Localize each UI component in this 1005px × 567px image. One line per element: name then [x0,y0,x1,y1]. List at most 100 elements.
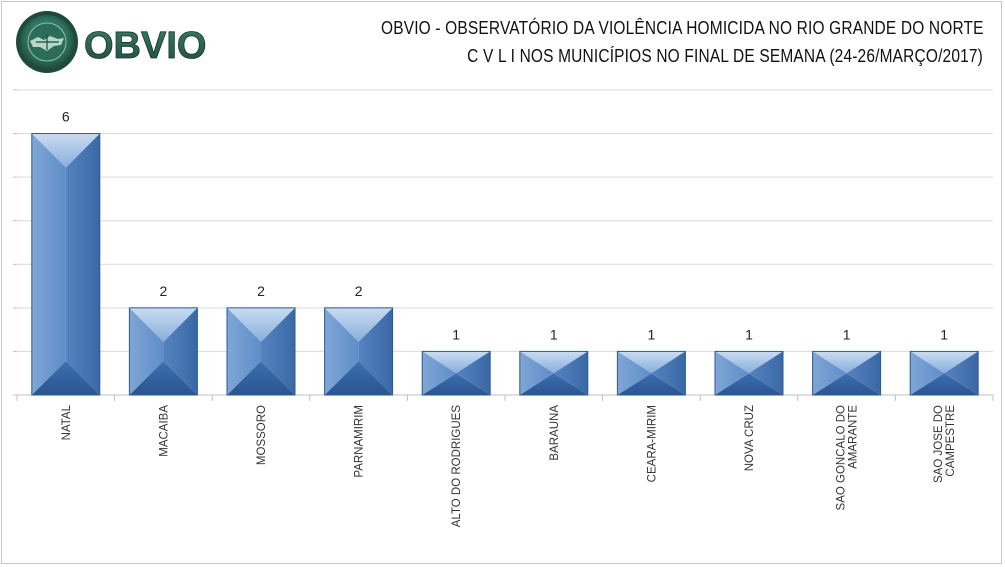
chart-title: OBVIO - OBSERVATÓRIO DA VIOLÊNCIA HOMICI… [283,14,984,70]
category-label-line: CEARA-MIRIM [646,405,658,482]
bar-facet-bottom [812,373,881,395]
bar-facet-left [227,307,261,395]
data-label: 1 [452,326,460,342]
category-label: NOVA CRUZ [744,405,756,471]
category-label: CEARA-MIRIM [646,405,658,482]
bar-facet-bottom [715,373,783,395]
bar-facet-bottom [129,361,198,395]
bar-facet-right [261,307,295,395]
bar-outline [909,350,979,396]
bar-facet-top [812,351,881,374]
bar-facet-bottom [519,373,588,395]
bar-facet-right [163,307,198,395]
bar-facet-top [715,351,783,374]
logo-wordmark-text: OBVIO [84,25,206,67]
bar-facet-left [715,351,749,395]
bar-outline [616,350,686,396]
title-line-1: OBVIO - OBSERVATÓRIO DA VIOLÊNCIA HOMICI… [381,18,984,38]
bar-facet-right [846,351,881,395]
bar-outline [519,350,589,396]
title-line-2: C V L I NOS MUNICÍPIOS NO FINAL DE SEMAN… [467,46,983,66]
bar-facet-bottom [617,373,686,395]
bar-facet-left [324,307,359,395]
bar-facet-top [31,133,100,168]
bar-facet-left [422,351,457,395]
bar-facet-left [519,351,554,395]
bars: 6 2 2 2 1 1 1 1 1 1 [31,109,979,396]
bar [128,307,198,396]
category-label-line: NOVA CRUZ [744,405,756,471]
data-label: 2 [160,283,168,299]
category-label: SAO JOSE DOCAMPESTRE [933,405,957,483]
bar [714,350,784,396]
bar [226,307,296,396]
bar-outline [421,350,491,396]
category-label-line: NATAL [61,404,73,440]
bar-outline [324,307,394,396]
bar-facet-right [553,351,588,395]
bar-facet-top [129,307,198,342]
category-label: ALTO DO RODRIGUES [451,405,463,528]
bar [616,350,686,396]
category-label-line: BARAUNA [549,405,561,461]
bar-facet-right [456,351,491,395]
bar-facet-left [129,307,164,395]
bar-facet-top [324,307,393,342]
bar-facet-right [651,351,686,395]
obvio-logo: OBVIO [16,11,207,73]
bar-facet-bottom [422,373,491,395]
category-label: MOSSORO [256,405,268,465]
category-label: BARAUNA [549,405,561,461]
bar-facet-top [519,351,588,374]
bar-outline [31,133,101,396]
category-labels: NATAL MACAIBA MOSSORO PARNAMIRIM ALTO DO ROD… [16,395,994,528]
logo-wordmark: OBVIO [84,25,207,68]
category-label: SAO GONCALO DOAMARANTE [836,405,860,511]
bar-outline [226,307,296,396]
bar [519,350,589,396]
category-label-line: PARNAMIRIM [354,405,366,478]
bar-facet-right [944,351,979,395]
category-label: MACAIBA [158,405,170,457]
category-label-line: MACAIBA [158,405,170,457]
bar-facet-left [812,351,847,395]
category-label: NATAL [61,404,73,440]
data-label: 1 [648,326,656,342]
bar-facet-left [617,351,652,395]
category-label-line: CAMPESTRE [945,405,957,477]
logo-emblem [16,11,78,73]
bar-facet-right [358,307,393,395]
category-label-line: MOSSORO [256,405,268,465]
bar-facet-bottom [227,361,295,395]
bar-facet-top [422,351,491,374]
bar-outline [812,350,882,396]
bar-facet-top [910,351,979,374]
category-label-line: ALTO DO RODRIGUES [451,405,463,528]
bar-facet-bottom [910,373,979,395]
bar-facet-bottom [324,361,393,395]
category-label-line: SAO JOSE DO [933,405,945,483]
bar-facet-top [617,351,686,374]
bar [421,350,491,396]
data-label: 2 [355,283,363,299]
data-label: 2 [257,283,265,299]
category-label-line: AMARANTE [848,405,860,469]
bar [909,350,979,396]
bar-outline [714,350,784,396]
data-label: 1 [940,326,948,342]
bar [324,307,394,396]
bar-facet-top [227,307,295,342]
data-label: 1 [550,326,558,342]
bar-facet-right [65,133,100,396]
data-label: 1 [745,326,753,342]
category-label: PARNAMIRIM [354,405,366,478]
data-label: 1 [843,326,851,342]
bar [31,133,101,396]
bar-outline [128,307,198,396]
bar-facet-bottom [31,361,100,395]
bar [812,350,882,396]
category-label-line: SAO GONCALO DO [836,405,848,510]
data-label: 6 [62,109,70,125]
bar-facet-left [910,351,945,395]
